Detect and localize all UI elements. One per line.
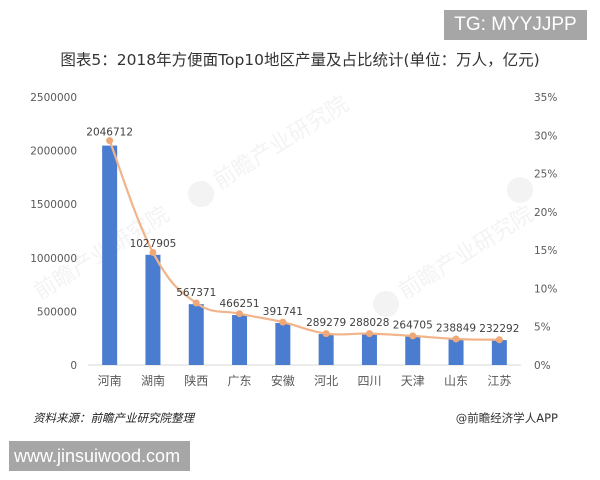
y-tick-label: 1500000 bbox=[30, 199, 77, 211]
line-markers bbox=[106, 137, 503, 344]
y2-tick-label: 0% bbox=[534, 360, 551, 372]
x-category-label: 四川 bbox=[357, 374, 381, 388]
x-category-label: 河北 bbox=[314, 374, 338, 388]
bar-value-label: 466251 bbox=[220, 298, 260, 310]
y-tick-label: 0 bbox=[70, 360, 77, 372]
x-category-label: 陕西 bbox=[184, 373, 208, 388]
chart-plot: 前瞻产业研究院 前瞻产业研究院 前瞻产业研究院 0500000100000015… bbox=[30, 92, 557, 388]
bar bbox=[232, 315, 248, 365]
bar bbox=[318, 333, 334, 365]
bar bbox=[491, 340, 507, 365]
bar-value-label: 288028 bbox=[349, 317, 389, 329]
bar-value-label: 238849 bbox=[436, 322, 476, 334]
y2-tick-label: 25% bbox=[534, 169, 557, 181]
bar-value-label: 289279 bbox=[306, 317, 346, 329]
bar bbox=[145, 254, 161, 365]
chart-title: 图表5：2018年方便面Top10地区产量及占比统计(单位：万人，亿元) bbox=[60, 51, 540, 69]
watermark-text: 前瞻产业研究院 bbox=[394, 202, 538, 305]
watermark-logo-icon bbox=[188, 181, 215, 208]
bar bbox=[275, 323, 291, 365]
bar bbox=[188, 304, 204, 365]
line-marker bbox=[149, 248, 157, 256]
bar-value-label: 391741 bbox=[263, 306, 303, 318]
y-tick-label: 500000 bbox=[37, 306, 77, 318]
line-marker bbox=[365, 330, 373, 338]
watermark-logo-icon bbox=[507, 177, 533, 203]
watermark-text: 前瞻产业研究院 bbox=[209, 92, 353, 195]
y2-tick-label: 5% bbox=[534, 322, 551, 334]
x-category-label: 天津 bbox=[401, 374, 425, 388]
bar bbox=[405, 336, 421, 365]
y-tick-label: 2500000 bbox=[30, 92, 77, 104]
bar bbox=[102, 145, 118, 365]
x-category-label: 广东 bbox=[228, 374, 252, 388]
bar-value-label: 264705 bbox=[393, 320, 433, 332]
bar bbox=[361, 334, 377, 365]
bar-value-label: 232292 bbox=[479, 323, 519, 335]
bar-value-label: 2046712 bbox=[86, 127, 133, 139]
line-marker bbox=[409, 332, 417, 340]
y2-tick-label: 35% bbox=[534, 92, 557, 104]
line-marker bbox=[322, 330, 330, 338]
line-marker bbox=[279, 318, 287, 326]
y-axis-right: 0% 5% 10% 15% 20% 25% 30% 35% bbox=[534, 92, 557, 372]
tg-watermark-badge: TG: MYYJJPP bbox=[444, 10, 587, 40]
watermark-logo-icon bbox=[373, 291, 400, 318]
line-marker bbox=[452, 335, 460, 343]
credit-text: @前瞻经济学人APP bbox=[455, 411, 558, 425]
y2-tick-label: 20% bbox=[534, 207, 557, 219]
bar-series bbox=[102, 145, 507, 365]
x-category-label: 江苏 bbox=[487, 374, 511, 388]
y-axis-left: 0 500000 1000000 1500000 2000000 2500000 bbox=[30, 92, 77, 372]
x-category-label: 安徽 bbox=[271, 373, 295, 388]
y-tick-label: 1000000 bbox=[30, 253, 77, 265]
source-note: 资料来源：前瞻产业研究院整理 bbox=[33, 411, 194, 425]
bar-value-label: 1027905 bbox=[130, 238, 177, 250]
bar bbox=[448, 339, 464, 365]
y-tick-label: 2000000 bbox=[30, 146, 77, 158]
y2-tick-label: 10% bbox=[534, 283, 557, 295]
y2-tick-label: 15% bbox=[534, 245, 557, 257]
x-axis-labels: 河南 湖南 陕西 广东 安徽 河北 四川 天津 山东 江苏 bbox=[98, 373, 512, 388]
x-category-label: 山东 bbox=[444, 374, 468, 388]
bar-value-label: 567371 bbox=[176, 287, 216, 299]
line-marker bbox=[236, 310, 244, 318]
share-line-series bbox=[108, 140, 500, 341]
line-marker bbox=[192, 299, 200, 307]
y2-tick-label: 30% bbox=[534, 130, 557, 142]
line-marker bbox=[495, 336, 503, 344]
x-category-label: 河南 bbox=[98, 373, 122, 388]
url-watermark-badge: www.jinsuiwood.com bbox=[9, 441, 190, 471]
line-marker bbox=[106, 137, 114, 145]
x-category-label: 湖南 bbox=[141, 373, 165, 388]
